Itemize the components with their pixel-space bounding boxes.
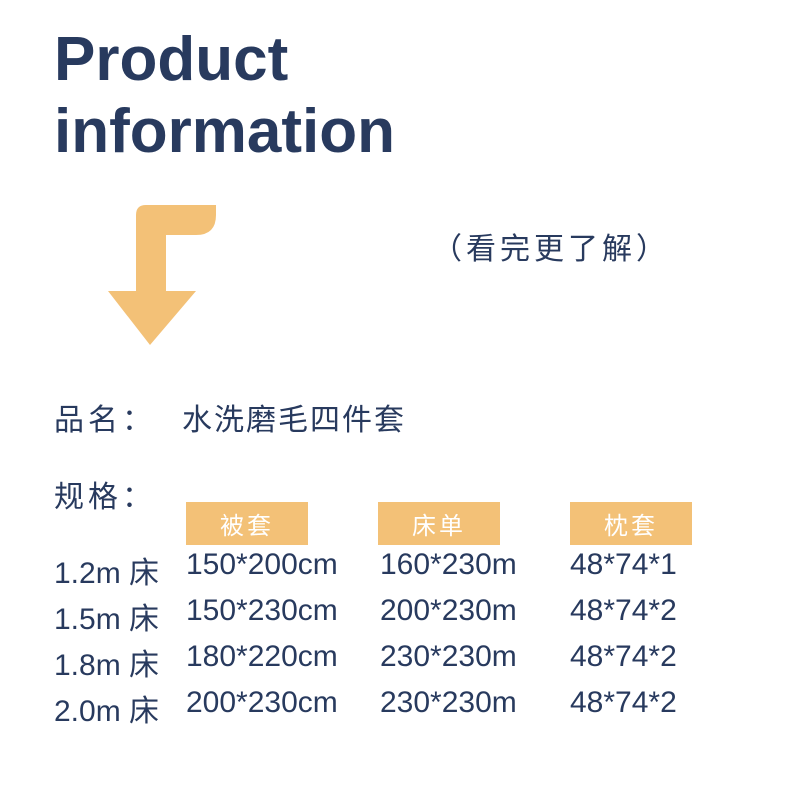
note-text: （看完更了解） <box>432 224 670 268</box>
header-pillow: 枕套 <box>570 502 692 545</box>
down-arrow-icon <box>108 185 218 350</box>
cell-sheet: 160*230m <box>380 548 570 592</box>
cell-pillow: 48*74*2 <box>570 594 730 638</box>
title-line-2: information <box>54 96 395 167</box>
spec-data-rows: 1.2m 床 150*200cm 160*230m 48*74*1 1.5m 床… <box>54 548 730 732</box>
header-duvet: 被套 <box>186 502 308 545</box>
product-name-label: 品名： <box>54 395 156 439</box>
cell-bed: 1.2m 床 <box>54 548 186 592</box>
cell-duvet: 180*220cm <box>186 640 380 684</box>
title-line-1: Product <box>54 24 288 95</box>
cell-sheet: 230*230m <box>380 686 570 730</box>
cell-duvet: 200*230cm <box>186 686 380 730</box>
product-name-row: 品名： 水洗磨毛四件套 <box>54 395 406 439</box>
cell-duvet: 150*200cm <box>186 548 380 592</box>
cell-pillow: 48*74*1 <box>570 548 730 592</box>
cell-sheet: 200*230m <box>380 594 570 638</box>
spec-header-row: 被套 床单 枕套 <box>54 502 692 545</box>
header-spacer <box>54 502 186 545</box>
cell-pillow: 48*74*2 <box>570 686 730 730</box>
spec-row: 1.2m 床 150*200cm 160*230m 48*74*1 <box>54 548 730 592</box>
cell-sheet: 230*230m <box>380 640 570 684</box>
cell-bed: 2.0m 床 <box>54 686 186 730</box>
cell-pillow: 48*74*2 <box>570 640 730 684</box>
cell-bed: 1.5m 床 <box>54 594 186 638</box>
spec-row: 2.0m 床 200*230cm 230*230m 48*74*2 <box>54 686 730 730</box>
header-sheet: 床单 <box>378 502 500 545</box>
cell-bed: 1.8m 床 <box>54 640 186 684</box>
product-name-value: 水洗磨毛四件套 <box>182 395 406 439</box>
spec-row: 1.8m 床 180*220cm 230*230m 48*74*2 <box>54 640 730 684</box>
cell-duvet: 150*230cm <box>186 594 380 638</box>
spec-row: 1.5m 床 150*230cm 200*230m 48*74*2 <box>54 594 730 638</box>
